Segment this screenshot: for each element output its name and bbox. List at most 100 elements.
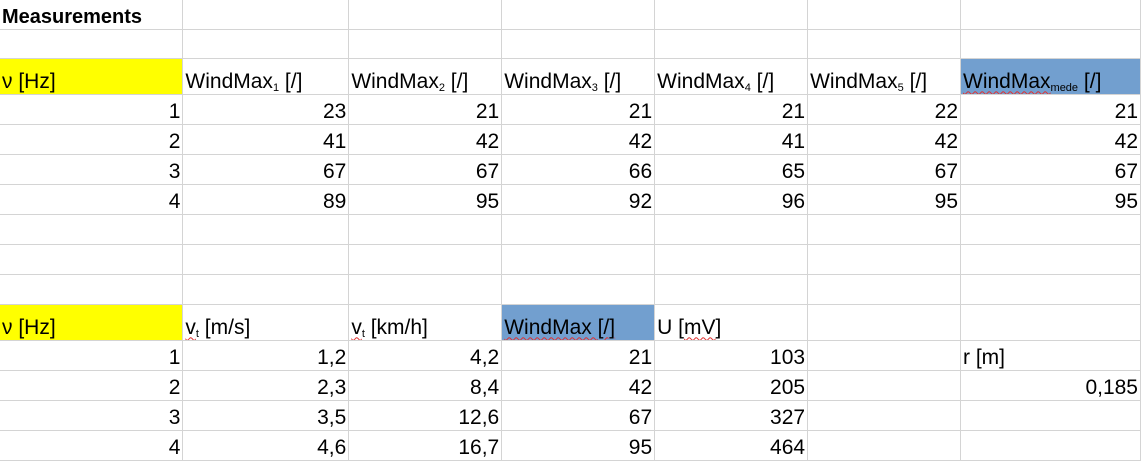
cell[interactable]: 103 xyxy=(654,340,809,371)
cell[interactable]: 21 xyxy=(348,94,503,125)
cell[interactable]: 1,2 xyxy=(182,340,350,371)
cell[interactable]: 65 xyxy=(654,154,809,185)
table2-header-voltage[interactable]: U [mV] xyxy=(654,304,809,341)
cell[interactable] xyxy=(960,29,1141,59)
table2-header-frequency[interactable]: ν [Hz] xyxy=(0,304,184,341)
cell[interactable]: 92 xyxy=(501,184,656,215)
cell[interactable]: 89 xyxy=(182,184,350,215)
cell[interactable] xyxy=(960,400,1141,431)
cell[interactable]: 95 xyxy=(807,184,961,215)
cell[interactable] xyxy=(960,430,1141,461)
cell[interactable]: 464 xyxy=(654,430,809,461)
cell[interactable]: 96 xyxy=(654,184,809,215)
cell[interactable]: 16,7 xyxy=(348,430,503,461)
cell[interactable] xyxy=(807,304,961,341)
cell[interactable] xyxy=(807,400,961,431)
cell[interactable]: 22 xyxy=(807,94,961,125)
cell[interactable]: 42 xyxy=(501,124,656,155)
cell[interactable]: 42 xyxy=(807,124,961,155)
cell[interactable] xyxy=(0,214,184,245)
cell[interactable] xyxy=(807,244,961,275)
cell[interactable] xyxy=(348,244,503,275)
cell[interactable]: 67 xyxy=(348,154,503,185)
cell[interactable] xyxy=(182,244,350,275)
cell[interactable] xyxy=(501,214,656,245)
cell[interactable]: 3,5 xyxy=(182,400,350,431)
cell[interactable] xyxy=(0,274,184,305)
table1-header-windmax-1[interactable]: WindMax1 [/] xyxy=(182,58,350,95)
cell[interactable] xyxy=(654,214,809,245)
cell[interactable] xyxy=(807,29,961,59)
cell[interactable]: 23 xyxy=(182,94,350,125)
cell[interactable]: 3 xyxy=(0,154,184,185)
cell[interactable]: 95 xyxy=(501,430,656,461)
cell[interactable] xyxy=(654,29,809,59)
table2-header-windmax[interactable]: WindMax [/] xyxy=(501,304,656,341)
table2-header-velocity-ms[interactable]: vt [m/s] xyxy=(182,304,350,341)
cell[interactable] xyxy=(960,0,1141,30)
cell[interactable]: 42 xyxy=(348,124,503,155)
cell[interactable] xyxy=(501,29,656,59)
cell[interactable]: 41 xyxy=(654,124,809,155)
table1-header-windmax-5[interactable]: WindMax5 [/] xyxy=(807,58,961,95)
radius-value-cell[interactable]: 0,185 xyxy=(960,370,1141,401)
table1-header-windmax-4[interactable]: WindMax4 [/] xyxy=(654,58,809,95)
cell[interactable]: 66 xyxy=(501,154,656,185)
table2-header-velocity-kmh[interactable]: vt [km/h] xyxy=(348,304,503,341)
cell[interactable] xyxy=(0,244,184,275)
cell[interactable]: 95 xyxy=(348,184,503,215)
table1-header-frequency[interactable]: ν [Hz] xyxy=(0,58,184,95)
cell[interactable]: 21 xyxy=(654,94,809,125)
cell[interactable]: 8,4 xyxy=(348,370,503,401)
cell[interactable] xyxy=(501,274,656,305)
cell[interactable] xyxy=(182,0,350,30)
cell[interactable]: 205 xyxy=(654,370,809,401)
cell[interactable]: 67 xyxy=(807,154,961,185)
cell[interactable] xyxy=(960,244,1141,275)
cell[interactable]: 1 xyxy=(0,94,184,125)
cell[interactable] xyxy=(960,214,1141,245)
cell[interactable] xyxy=(807,370,961,401)
cell[interactable] xyxy=(348,274,503,305)
cell[interactable]: 21 xyxy=(960,94,1141,125)
cell[interactable]: 67 xyxy=(182,154,350,185)
cell[interactable] xyxy=(348,29,503,59)
cell[interactable] xyxy=(348,214,503,245)
cell[interactable] xyxy=(182,274,350,305)
cell[interactable] xyxy=(807,0,961,30)
table1-header-windmax-mede[interactable]: WindMaxmede [/] xyxy=(960,58,1141,95)
cell[interactable]: 4,6 xyxy=(182,430,350,461)
cell[interactable]: 4 xyxy=(0,430,184,461)
cell[interactable]: 3 xyxy=(0,400,184,431)
cell[interactable]: 4,2 xyxy=(348,340,503,371)
cell[interactable]: 1 xyxy=(0,340,184,371)
cell[interactable] xyxy=(807,340,961,371)
table1-header-windmax-2[interactable]: WindMax2 [/] xyxy=(348,58,503,95)
cell[interactable]: 67 xyxy=(501,400,656,431)
cell[interactable] xyxy=(960,304,1141,341)
cell[interactable]: 2 xyxy=(0,370,184,401)
cell[interactable]: 21 xyxy=(501,340,656,371)
cell[interactable]: 4 xyxy=(0,184,184,215)
cell[interactable] xyxy=(501,0,656,30)
cell[interactable]: 12,6 xyxy=(348,400,503,431)
cell[interactable]: 21 xyxy=(501,94,656,125)
cell[interactable] xyxy=(182,214,350,245)
cell[interactable] xyxy=(182,29,350,59)
cell[interactable] xyxy=(654,244,809,275)
cell[interactable]: 2,3 xyxy=(182,370,350,401)
cell[interactable] xyxy=(807,430,961,461)
cell[interactable] xyxy=(654,274,809,305)
cell[interactable]: 42 xyxy=(960,124,1141,155)
table1-header-windmax-3[interactable]: WindMax3 [/] xyxy=(501,58,656,95)
cell[interactable] xyxy=(654,0,809,30)
cell[interactable] xyxy=(0,29,184,59)
cell[interactable] xyxy=(348,0,503,30)
cell[interactable] xyxy=(501,244,656,275)
cell[interactable]: 95 xyxy=(960,184,1141,215)
cell[interactable]: 67 xyxy=(960,154,1141,185)
cell[interactable]: 2 xyxy=(0,124,184,155)
cell[interactable]: 42 xyxy=(501,370,656,401)
cell[interactable]: 41 xyxy=(182,124,350,155)
sheet-title[interactable]: Measurements xyxy=(0,0,184,30)
